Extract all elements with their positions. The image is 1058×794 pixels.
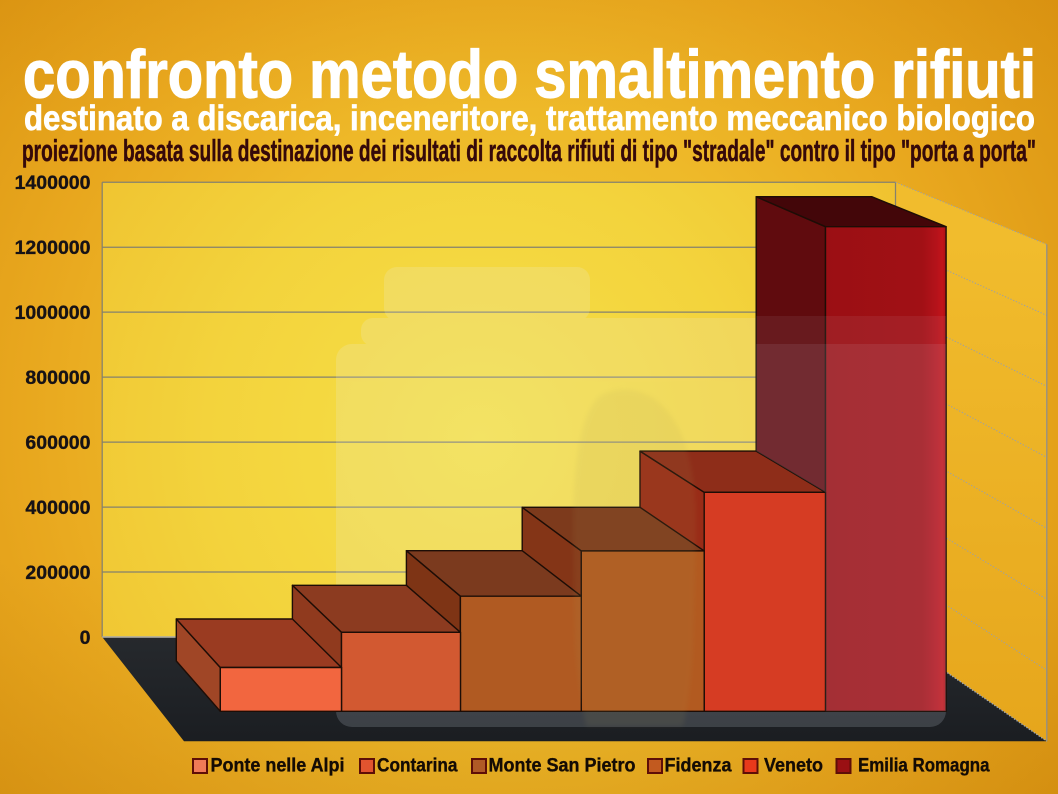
svg-text:Veneto: Veneto (764, 755, 823, 777)
svg-text:Emilia Romagna: Emilia Romagna (858, 755, 990, 777)
svg-text:0: 0 (80, 627, 91, 649)
svg-text:400000: 400000 (25, 497, 90, 519)
svg-text:600000: 600000 (25, 432, 90, 454)
svg-text:Ponte nelle Alpi: Ponte nelle Alpi (211, 755, 345, 777)
svg-text:Fidenza: Fidenza (665, 755, 732, 777)
svg-text:Contarina: Contarina (377, 755, 458, 777)
svg-text:destinato a discarica, incener: destinato a discarica, inceneritore, tra… (24, 99, 1035, 138)
svg-text:proiezione basata sulla destin: proiezione basata sulla destinazione dei… (22, 134, 1036, 168)
svg-text:Monte San Pietro: Monte San Pietro (489, 755, 636, 777)
svg-text:200000: 200000 (25, 562, 90, 584)
svg-text:1200000: 1200000 (15, 237, 91, 259)
svg-text:1400000: 1400000 (15, 172, 91, 194)
svg-text:800000: 800000 (25, 367, 90, 389)
svg-text:confronto metodo smaltimento r: confronto metodo smaltimento rifiuti (23, 37, 1036, 113)
svg-text:1000000: 1000000 (15, 302, 91, 324)
